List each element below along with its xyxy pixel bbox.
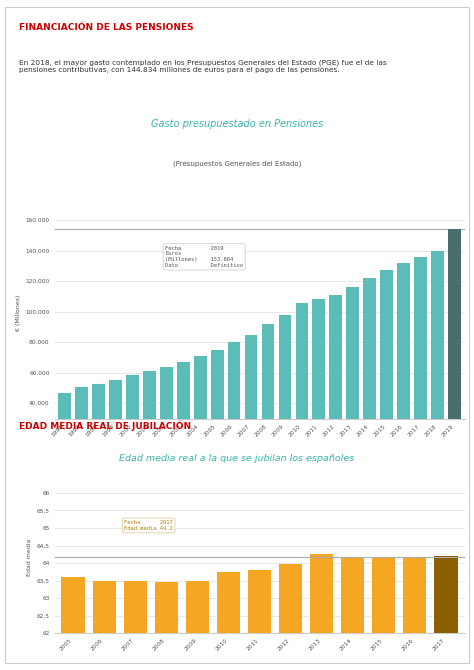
Text: EDAD MEDIA REAL DE JUBILACIÓN: EDAD MEDIA REAL DE JUBILACIÓN — [19, 420, 191, 431]
Bar — [279, 564, 302, 670]
Bar — [372, 557, 395, 670]
Bar — [403, 557, 427, 670]
Bar — [126, 375, 139, 464]
Bar — [58, 393, 71, 464]
Bar — [109, 380, 122, 464]
Bar — [75, 387, 88, 464]
Bar — [295, 303, 308, 464]
Bar — [414, 257, 427, 464]
Bar — [160, 366, 173, 464]
Bar — [279, 315, 292, 464]
Bar — [448, 229, 461, 464]
Bar — [329, 295, 342, 464]
Bar — [310, 553, 333, 670]
Bar — [62, 577, 85, 670]
Bar — [177, 362, 190, 464]
Bar — [92, 383, 105, 464]
Text: Fecha         2019
Euros
(Millones)    153.864
Dato          Definitivo: Fecha 2019 Euros (Millones) 153.864 Dato… — [165, 246, 243, 268]
Text: En 2018, el mayor gasto contemplado en los Presupuestos Generales del Estado (PG: En 2018, el mayor gasto contemplado en l… — [19, 60, 387, 73]
Text: (Presupuestos Generales del Estado): (Presupuestos Generales del Estado) — [173, 161, 301, 168]
Bar — [380, 271, 393, 464]
Bar — [155, 582, 178, 670]
Bar — [124, 582, 147, 670]
Bar — [346, 287, 359, 464]
Bar — [363, 278, 376, 464]
Text: Fecha      2017
Edad media 44.2: Fecha 2017 Edad media 44.2 — [124, 520, 173, 531]
Bar — [186, 582, 209, 670]
Bar — [245, 334, 257, 464]
Bar — [92, 582, 116, 670]
Text: FINANCIACIÓN DE LAS PENSIONES: FINANCIACIÓN DE LAS PENSIONES — [19, 23, 193, 32]
Bar — [217, 572, 240, 670]
Bar — [248, 570, 271, 670]
Text: Gasto presupuestado en Pensiones: Gasto presupuestado en Pensiones — [151, 119, 323, 129]
Bar — [397, 263, 410, 464]
Bar — [341, 557, 365, 670]
Y-axis label: Edad media: Edad media — [27, 539, 33, 576]
Bar — [262, 324, 274, 464]
Bar — [143, 371, 156, 464]
Bar — [431, 251, 444, 464]
Bar — [228, 342, 240, 464]
Bar — [194, 356, 207, 464]
Y-axis label: € (Millones): € (Millones) — [16, 295, 21, 332]
Bar — [312, 299, 325, 464]
Bar — [211, 350, 224, 464]
Text: Edad media real a la que se jubilan los españoles: Edad media real a la que se jubilan los … — [119, 454, 355, 462]
Bar — [434, 556, 457, 670]
